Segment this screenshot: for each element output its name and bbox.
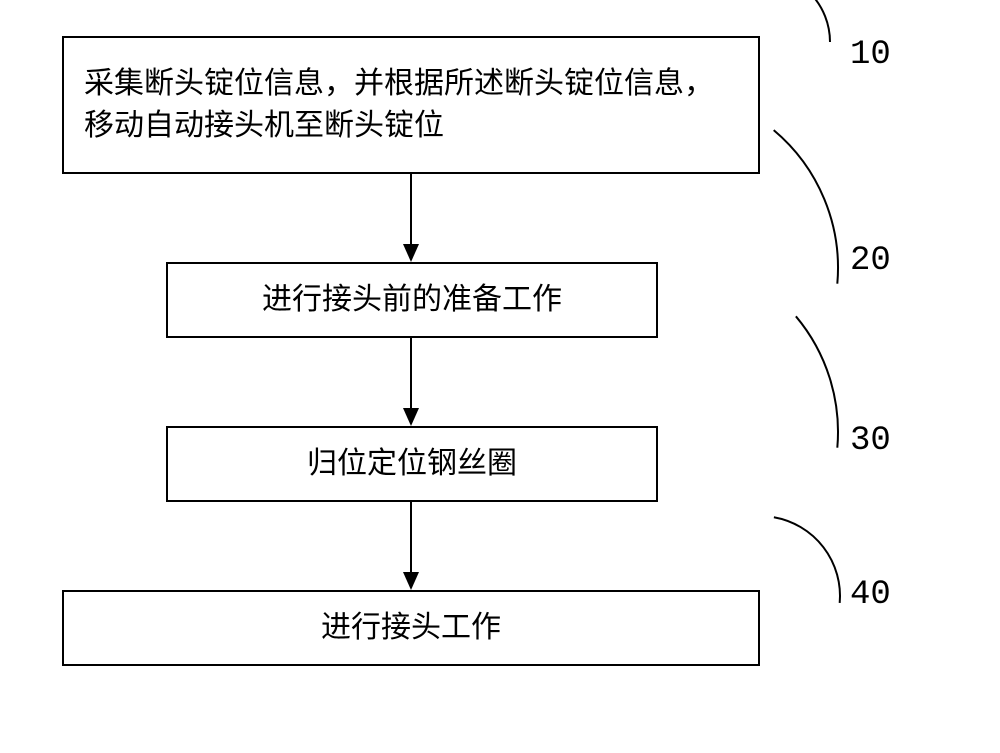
step-10-text: 采集断头锭位信息，并根据所述断头锭位信息，移动自动接头机至断头锭位 — [84, 63, 738, 147]
arrow-2-head — [403, 408, 419, 426]
arrow-2-shaft — [410, 338, 412, 408]
arrow-3-shaft — [410, 502, 412, 572]
step-30-label: 30 — [850, 422, 891, 460]
step-40-text: 进行接头工作 — [64, 607, 758, 649]
step-20-label: 20 — [850, 242, 891, 280]
step-10: 采集断头锭位信息，并根据所述断头锭位信息，移动自动接头机至断头锭位 — [62, 36, 760, 174]
step-20: 进行接头前的准备工作 — [166, 262, 658, 338]
arrow-3-head — [403, 572, 419, 590]
step-40: 进行接头工作 — [62, 590, 760, 666]
step-40-label: 40 — [850, 576, 891, 614]
step-30-text: 归位定位钢丝圈 — [168, 443, 656, 485]
step-30: 归位定位钢丝圈 — [166, 426, 658, 502]
step-10-label: 10 — [850, 36, 891, 74]
flowchart-canvas: 采集断头锭位信息，并根据所述断头锭位信息，移动自动接头机至断头锭位 10 进行接头前… — [0, 0, 1000, 753]
arrow-1-shaft — [410, 174, 412, 244]
arrow-1-head — [403, 244, 419, 262]
step-20-text: 进行接头前的准备工作 — [168, 279, 656, 321]
